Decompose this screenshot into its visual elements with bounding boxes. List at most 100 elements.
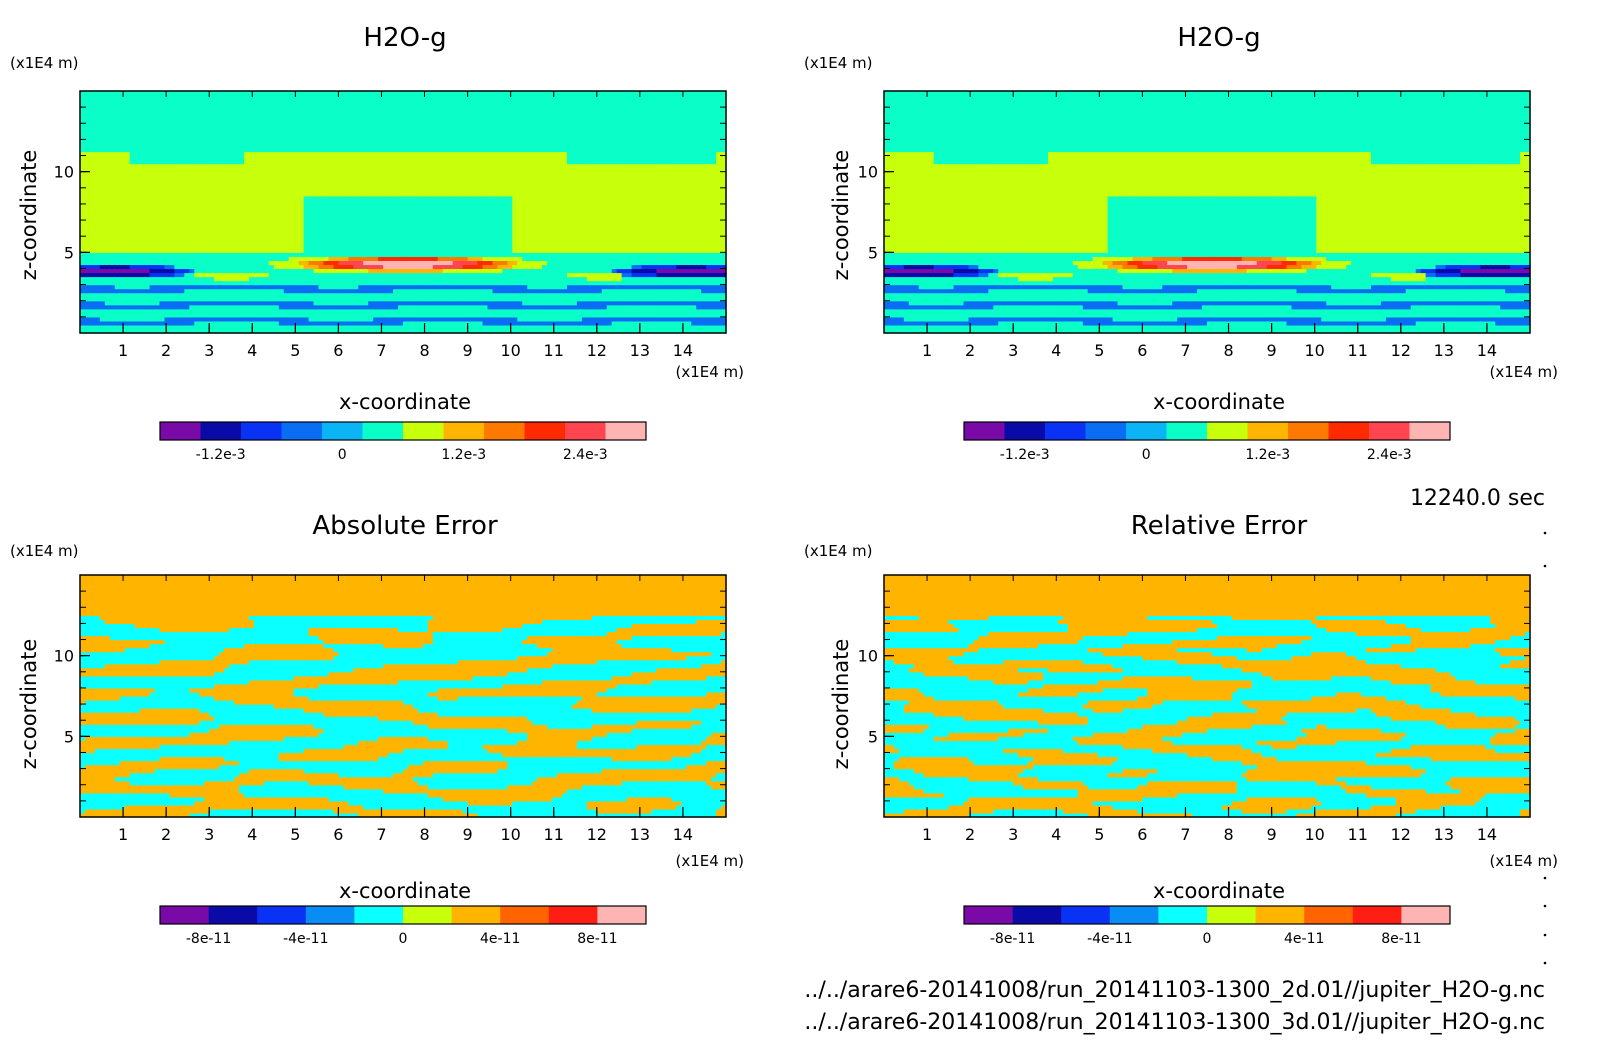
heatmap-cell [413, 95, 419, 100]
heatmap-cell [487, 156, 493, 161]
heatmap-cell [333, 176, 339, 181]
heatmap-cell [304, 131, 310, 136]
heatmap-cell [343, 168, 349, 173]
heatmap-cell [80, 180, 86, 185]
heatmap-cell [458, 321, 464, 326]
heatmap-cell [453, 240, 459, 245]
heatmap-cell [209, 232, 215, 237]
heatmap-cell [483, 135, 489, 140]
heatmap-cell [413, 115, 419, 120]
heatmap-cell [150, 200, 156, 205]
heatmap-cell [155, 268, 161, 273]
heatmap-cell [130, 321, 136, 326]
heatmap-cell [478, 200, 484, 205]
heatmap-cell [279, 248, 285, 253]
heatmap-cell [418, 252, 424, 257]
heatmap-cell [229, 285, 235, 290]
heatmap-cell [428, 313, 434, 318]
heatmap-cell [140, 305, 146, 310]
heatmap-cell [229, 220, 235, 225]
heatmap-cell [333, 107, 339, 112]
heatmap-cell [423, 277, 429, 282]
heatmap-cell [145, 172, 151, 177]
heatmap-cell [487, 260, 493, 265]
heatmap-cell [164, 317, 170, 322]
heatmap-cell [413, 200, 419, 205]
heatmap-cell [473, 139, 479, 144]
heatmap-cell [363, 208, 369, 213]
heatmap-cell [229, 139, 235, 144]
heatmap-cell [463, 172, 469, 177]
heatmap-cell [244, 180, 250, 185]
heatmap-cell [259, 313, 265, 318]
heatmap-cell [433, 289, 439, 294]
heatmap-cell [155, 224, 161, 229]
heatmap-cell [274, 160, 280, 165]
heatmap-cell [383, 248, 389, 253]
heatmap-cell [174, 212, 180, 217]
heatmap-cell [130, 277, 136, 282]
heatmap-cell [274, 297, 280, 302]
heatmap-cell [423, 168, 429, 173]
heatmap-cell [348, 244, 354, 249]
heatmap-cell [259, 184, 265, 189]
heatmap-cell [279, 188, 285, 193]
heatmap-cell [284, 289, 290, 294]
heatmap-cell [259, 111, 265, 116]
heatmap-cell [343, 321, 349, 326]
heatmap-cell [413, 313, 419, 318]
heatmap-cell [140, 313, 146, 318]
heatmap-cell [458, 184, 464, 189]
heatmap-cell [433, 119, 439, 124]
heatmap-cell [388, 273, 394, 278]
heatmap-cell [348, 196, 354, 201]
heatmap-cell [125, 204, 131, 209]
heatmap-cell [140, 260, 146, 265]
heatmap-cell [189, 224, 195, 229]
heatmap-cell [423, 248, 429, 253]
heatmap-cell [204, 119, 210, 124]
heatmap-cell [160, 168, 166, 173]
heatmap-cell [433, 256, 439, 261]
heatmap-cell [343, 208, 349, 213]
heatmap-cell [150, 115, 156, 120]
heatmap-cell [125, 305, 131, 310]
heatmap-cell [120, 293, 126, 298]
heatmap-cell [229, 240, 235, 245]
heatmap-cell [458, 164, 464, 169]
heatmap-cell [115, 301, 121, 306]
heatmap-cell [184, 103, 190, 108]
heatmap-cell [150, 152, 156, 157]
heatmap-cell [169, 212, 175, 217]
heatmap-cell [204, 309, 210, 314]
heatmap-cell [448, 220, 454, 225]
heatmap-cell [483, 313, 489, 318]
heatmap-cell [145, 252, 151, 257]
heatmap-cell [164, 147, 170, 152]
heatmap-cell [204, 208, 210, 213]
heatmap-cell [333, 297, 339, 302]
heatmap-cell [160, 111, 166, 116]
heatmap-cell [194, 252, 200, 257]
heatmap-cell [179, 115, 185, 120]
heatmap-cell [259, 289, 265, 294]
heatmap-cell [423, 103, 429, 108]
heatmap-cell [130, 99, 136, 104]
heatmap-cell [319, 216, 325, 221]
heatmap-cell [423, 317, 429, 322]
heatmap-cell [204, 313, 210, 318]
heatmap-cell [85, 228, 91, 233]
heatmap-cell [368, 212, 374, 217]
heatmap-cell [304, 281, 310, 286]
heatmap-cell [130, 297, 136, 302]
heatmap-cell [105, 107, 111, 112]
heatmap-cell [363, 135, 369, 140]
heatmap-cell [184, 256, 190, 261]
heatmap-cell [140, 103, 146, 108]
heatmap-cell [244, 208, 250, 213]
heatmap-cell [100, 289, 106, 294]
heatmap-cell [145, 289, 151, 294]
heatmap-cell [194, 317, 200, 322]
heatmap-cell [259, 135, 265, 140]
heatmap-cell [304, 313, 310, 318]
